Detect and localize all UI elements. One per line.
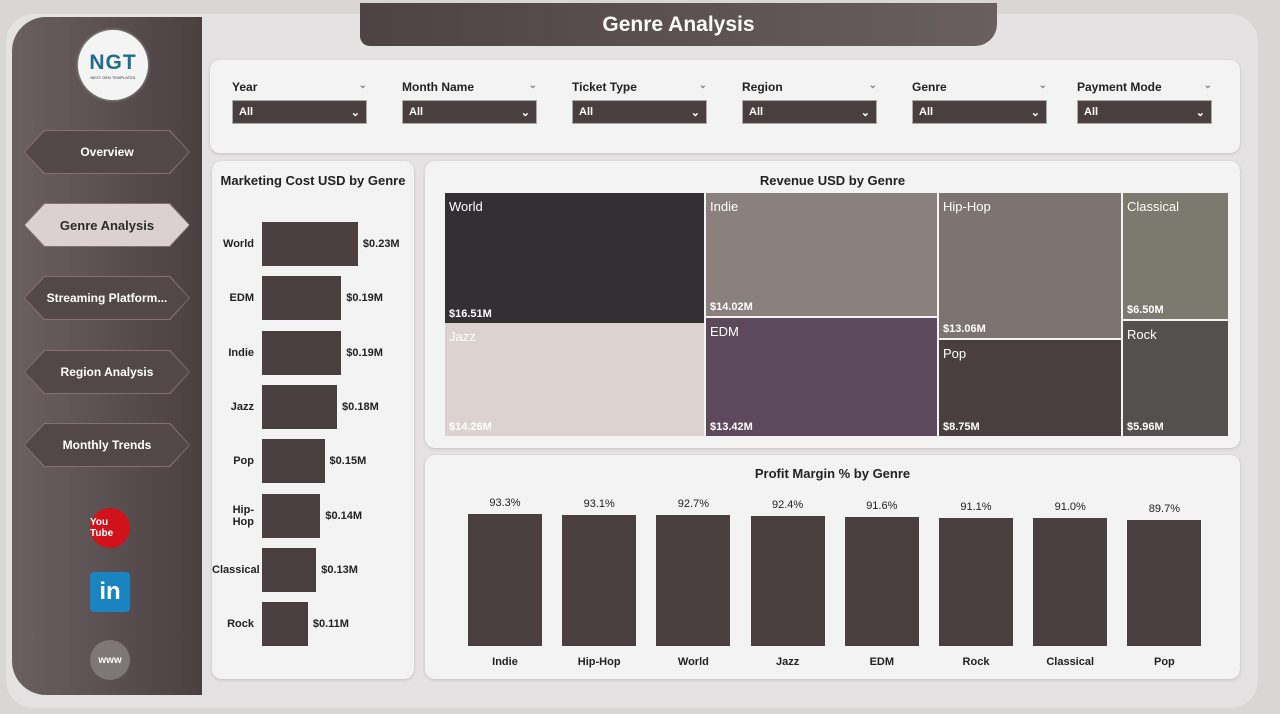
bar[interactable] [262,330,342,375]
filter-genre: Genre ⌄ All ⌄ [912,80,1047,124]
bar-row: Jazz $0.18M [212,384,379,429]
bar-row: Rock $0.11M [212,602,349,647]
treemap-tile[interactable]: Pop $8.75M [939,340,1121,436]
chevron-down-icon[interactable]: ⌄ [1203,80,1212,91]
linkedin-icon[interactable]: in [90,572,130,612]
nav-region-analysis[interactable]: Region Analysis [24,350,190,394]
page-title: Genre Analysis [360,3,997,46]
bar-row: Pop $0.15M [212,439,366,484]
treemap-tile[interactable]: Hip-Hop $13.06M [939,193,1121,338]
bar[interactable] [562,514,637,646]
bar-column: 91.0% Classical [1033,501,1108,668]
chart-title: Profit Margin % by Genre [754,466,911,481]
chevron-down-icon: ⌄ [1030,106,1040,119]
globe-icon[interactable]: www [90,640,130,680]
bar-column: 93.1% Hip-Hop [562,498,637,668]
bar-column: 92.4% Jazz [750,499,825,668]
chevron-down-icon[interactable]: ⌄ [698,80,707,91]
bar-row: Hip-Hop $0.14M [212,493,362,538]
filter-month-name: Month Name ⌄ All ⌄ [402,80,537,124]
marketing-cost-chart: Marketing Cost USD by Genre World $0.23M E… [212,161,414,679]
treemap-tile[interactable]: Jazz $14.26M [445,323,704,436]
bar-row: EDM $0.19M [212,276,383,321]
chart-title: Revenue USD by Genre [759,173,906,188]
filter-ticket-type: Ticket Type ⌄ All ⌄ [572,80,707,124]
chevron-down-icon: ⌄ [690,106,700,119]
chevron-down-icon[interactable]: ⌄ [528,80,537,91]
filter-dropdown[interactable]: All ⌄ [402,100,537,124]
profit-margin-chart: Profit Margin % by Genre 93.3% Indie 93.1%… [425,455,1240,679]
filter-payment-mode: Payment Mode ⌄ All ⌄ [1077,80,1212,124]
bar[interactable] [262,276,342,321]
nav-monthly-trends[interactable]: Monthly Trends [24,423,190,467]
bar-column: 92.7% World [656,498,731,668]
filter-dropdown[interactable]: All ⌄ [572,100,707,124]
bar[interactable] [262,493,321,538]
bar-row: Indie $0.19M [212,330,383,375]
bar-column: 89.7% Pop [1127,503,1202,668]
chevron-down-icon[interactable]: ⌄ [1038,80,1047,91]
youtube-icon[interactable]: You Tube [90,508,130,548]
logo: NGT NEXT GEN TEMPLATES [78,30,148,100]
treemap-tile[interactable]: EDM $13.42M [706,318,937,436]
filter-panel: Year ⌄ All ⌄ Month Name ⌄ All ⌄ Ticket Type ⌄ All ⌄… [210,60,1240,153]
chevron-down-icon: ⌄ [1195,106,1205,119]
bar[interactable] [1033,517,1108,646]
bar[interactable] [262,384,338,429]
bar[interactable] [262,439,325,484]
filter-region: Region ⌄ All ⌄ [742,80,877,124]
bar[interactable] [844,516,919,646]
treemap-tile[interactable]: World $16.51M [445,193,704,323]
chevron-down-icon: ⌄ [860,106,870,119]
chevron-down-icon[interactable]: ⌄ [868,80,877,91]
bar[interactable] [656,515,731,646]
bar-row: Classical $0.13M [212,547,358,592]
bar[interactable] [939,517,1013,646]
bar-column: 91.1% Rock [939,501,1013,668]
chevron-down-icon[interactable]: ⌄ [358,80,367,91]
nav-overview[interactable]: Overview [24,130,190,174]
treemap-tile[interactable]: Classical $6.50M [1123,193,1228,319]
bar[interactable] [262,602,308,647]
bar[interactable] [750,515,825,646]
bar-column: 93.3% Indie [468,497,542,668]
filter-dropdown[interactable]: All ⌄ [1077,100,1212,124]
bar[interactable] [262,222,358,266]
nav-genre-analysis[interactable]: Genre Analysis [24,203,190,247]
chevron-down-icon: ⌄ [520,106,530,119]
filter-dropdown[interactable]: All ⌄ [232,100,367,124]
nav-streaming-platform[interactable]: Streaming Platform... [24,276,190,320]
filter-year: Year ⌄ All ⌄ [232,80,367,124]
chevron-down-icon: ⌄ [350,106,360,119]
revenue-treemap: Revenue USD by Genre World $16.51M Jazz $14… [425,161,1240,448]
bar[interactable] [1127,519,1202,646]
chart-title: Marketing Cost USD by Genre [220,173,406,188]
treemap-tile[interactable]: Indie $14.02M [706,193,937,316]
bar-column: 91.6% EDM [844,500,919,668]
bar-row: World $0.23M [212,222,400,266]
bar[interactable] [468,514,542,646]
filter-dropdown[interactable]: All ⌄ [912,100,1047,124]
treemap-tile[interactable]: Rock $5.96M [1123,321,1228,436]
filter-dropdown[interactable]: All ⌄ [742,100,877,124]
bar[interactable] [262,547,317,592]
